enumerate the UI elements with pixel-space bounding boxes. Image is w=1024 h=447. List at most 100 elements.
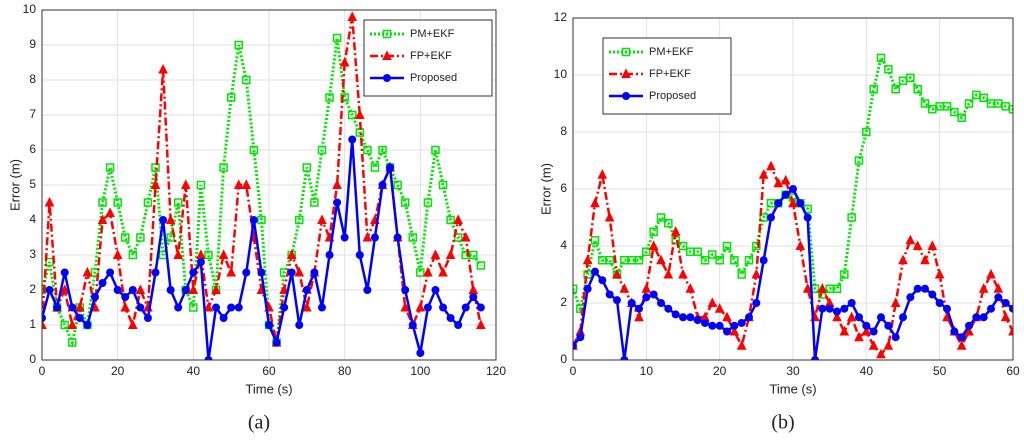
marker xyxy=(302,301,312,312)
marker xyxy=(174,303,183,312)
marker xyxy=(927,240,938,250)
marker xyxy=(196,258,205,266)
legend-label: FP+EKF xyxy=(649,68,691,80)
marker xyxy=(446,314,455,322)
marker xyxy=(136,303,145,312)
legend-label: Proposed xyxy=(649,90,696,102)
marker xyxy=(476,319,486,329)
x-tick-label: 120 xyxy=(486,364,506,378)
legend-label: FP+EKF xyxy=(410,50,452,62)
marker xyxy=(68,338,77,347)
marker xyxy=(401,286,410,294)
marker xyxy=(634,311,644,322)
x-tick-label: 10 xyxy=(640,364,654,378)
marker xyxy=(249,145,259,155)
marker xyxy=(386,163,395,172)
marker xyxy=(884,65,893,74)
marker xyxy=(128,250,138,260)
marker xyxy=(847,299,856,307)
marker xyxy=(868,340,879,350)
marker xyxy=(150,179,161,189)
legend-box xyxy=(363,19,493,97)
marker xyxy=(42,319,47,329)
marker xyxy=(862,127,871,137)
y-tick-label: 3 xyxy=(29,247,36,261)
marker xyxy=(825,304,834,313)
marker xyxy=(1001,299,1010,307)
marker xyxy=(934,268,945,279)
marker xyxy=(68,303,77,312)
marker xyxy=(476,261,486,270)
marker xyxy=(693,247,702,256)
marker xyxy=(758,169,769,179)
marker xyxy=(460,231,471,242)
marker xyxy=(280,303,289,312)
marker xyxy=(847,213,856,222)
marker xyxy=(1000,311,1011,322)
marker xyxy=(165,214,176,224)
marker xyxy=(196,180,206,190)
marker xyxy=(1008,325,1013,336)
marker xyxy=(45,286,54,294)
marker xyxy=(400,198,410,207)
x-tick-label: 80 xyxy=(338,364,352,378)
marker xyxy=(891,85,900,94)
x-tick-label: 60 xyxy=(1006,364,1020,378)
marker xyxy=(928,290,937,299)
marker xyxy=(219,314,228,322)
y-tick-label: 2 xyxy=(560,295,567,309)
marker xyxy=(105,207,115,217)
marker xyxy=(802,283,813,293)
marker xyxy=(189,303,198,312)
marker xyxy=(796,199,805,208)
marker xyxy=(670,226,681,236)
marker xyxy=(461,303,470,312)
marker xyxy=(302,286,311,294)
y-tick-label: 2 xyxy=(29,282,36,296)
marker xyxy=(780,174,791,185)
marker xyxy=(899,313,907,322)
x-tick-label: 60 xyxy=(262,364,276,378)
y-tick-label: 8 xyxy=(29,72,36,86)
x-tick-label: 0 xyxy=(570,364,577,378)
marker xyxy=(219,163,228,172)
y-tick-label: 9 xyxy=(29,37,36,51)
marker xyxy=(781,190,790,199)
marker xyxy=(950,107,959,117)
legend-marker xyxy=(622,92,630,100)
marker xyxy=(612,268,622,279)
marker xyxy=(332,33,342,43)
marker xyxy=(431,145,440,155)
marker xyxy=(393,180,402,190)
marker xyxy=(393,233,402,242)
marker xyxy=(416,268,425,277)
marker xyxy=(891,333,900,342)
marker xyxy=(241,179,252,189)
marker xyxy=(234,303,243,312)
marker xyxy=(378,181,387,189)
x-tick-label: 30 xyxy=(786,364,800,378)
marker xyxy=(113,198,122,207)
marker xyxy=(605,290,614,299)
marker xyxy=(135,284,146,294)
marker xyxy=(257,268,266,277)
marker xyxy=(294,266,305,277)
marker xyxy=(151,268,160,277)
marker xyxy=(619,283,630,293)
marker xyxy=(128,286,137,294)
marker xyxy=(722,311,732,322)
marker xyxy=(226,93,236,102)
legend-label: Proposed xyxy=(410,72,457,84)
marker xyxy=(98,198,107,207)
marker xyxy=(839,325,850,336)
marker xyxy=(590,236,600,245)
marker xyxy=(986,268,996,279)
marker xyxy=(635,304,643,313)
marker xyxy=(956,340,967,350)
marker xyxy=(789,185,797,193)
marker xyxy=(685,283,696,293)
marker xyxy=(287,268,296,277)
x-tick-label: 0 xyxy=(39,364,46,378)
marker xyxy=(730,256,739,265)
marker xyxy=(774,199,783,208)
